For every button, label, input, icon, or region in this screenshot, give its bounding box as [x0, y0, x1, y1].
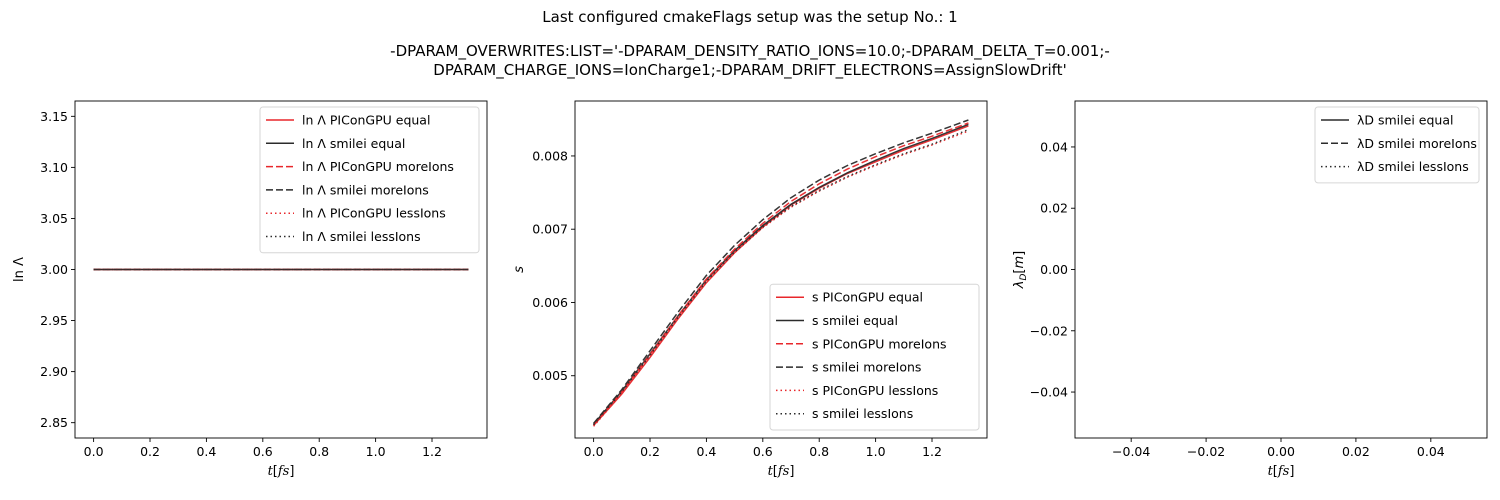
series-line	[593, 123, 969, 425]
x-tick-label: 0.2	[140, 444, 160, 459]
x-tick-label: −0.02	[1187, 444, 1225, 459]
x-axis-label: t[fs]	[1268, 464, 1295, 479]
y-axis-label: s	[512, 266, 527, 273]
legend-entry: λD smilei moreIons	[1357, 136, 1477, 151]
x-tick-label: 1.2	[422, 444, 442, 459]
legend-entry: ln Λ PIConGPU moreIons	[302, 159, 454, 174]
y-tick-label: 3.00	[40, 262, 68, 277]
y-tick-label: 0.006	[532, 295, 568, 310]
x-tick-label: 0.00	[1267, 444, 1295, 459]
series-line	[593, 122, 969, 426]
legend-entry: ln Λ PIConGPU equal	[302, 113, 430, 128]
legend-entry: s PIConGPU equal	[812, 290, 923, 305]
x-tick-label: 0.02	[1342, 444, 1370, 459]
y-tick-label: 0.04	[1040, 139, 1068, 154]
x-tick-label: 1.0	[866, 444, 886, 459]
y-tick-label: 2.85	[40, 415, 68, 430]
figure-subtitle-line-1: -DPARAM_OVERWRITES:LIST='-DPARAM_DENSITY…	[390, 42, 1110, 60]
y-tick-label: 2.95	[40, 313, 68, 328]
chart-s-parameter: 0.0 0.2 0.4 0.6 0.8 1.0 1.2 0.005 0.006 0.007 0.00…	[512, 100, 988, 479]
x-tick-label: 0.4	[196, 444, 216, 459]
legend-entry: λD smilei equal	[1357, 113, 1453, 128]
y-tick-label: −0.04	[1030, 385, 1068, 400]
y-tick-label: 0.02	[1040, 201, 1068, 216]
x-axis-label: t[fs]	[768, 464, 795, 479]
legend: s PIConGPU equal s smilei equal s PIConGPU…	[769, 283, 980, 431]
x-tick-label: 0.6	[753, 444, 773, 459]
figure-subtitle-line-2: DPARAM_CHARGE_IONS=IonCharge1;-DPARAM_DR…	[433, 61, 1067, 79]
legend-entry: s smilei equal	[812, 313, 898, 328]
x-tick-label: 0.8	[309, 444, 329, 459]
legend-frame	[769, 283, 980, 431]
series-line	[593, 125, 969, 427]
x-tick-label: 1.2	[922, 444, 942, 459]
y-tick-label: 3.10	[40, 160, 68, 175]
y-tick-label: 0.007	[532, 222, 568, 237]
legend-frame	[1314, 106, 1480, 184]
legend-entry: ln Λ smilei moreIons	[302, 182, 429, 197]
y-tick-label: 0.005	[532, 368, 568, 383]
axes-frame	[74, 100, 488, 439]
series-line	[593, 119, 969, 424]
legend-entry: ln Λ smilei lessIons	[302, 229, 421, 244]
legend: ln Λ PIConGPU equal ln Λ smilei equal ln Λ…	[259, 106, 480, 254]
x-tick-label: 0.6	[253, 444, 273, 459]
legend-entry: s PIConGPU moreIons	[812, 336, 947, 351]
y-tick-label: 3.05	[40, 211, 68, 226]
x-tick-label: 0.2	[640, 444, 660, 459]
legend-entry: λD smilei lessIons	[1357, 159, 1469, 174]
y-tick-label: 0.008	[532, 148, 568, 163]
legend-entry: ln Λ smilei equal	[302, 136, 405, 151]
x-tick-label: 0.8	[809, 444, 829, 459]
x-tick-label: 0.0	[84, 444, 104, 459]
y-tick-label: 0.00	[1040, 262, 1068, 277]
legend-frame	[259, 106, 480, 254]
axes-frame	[1074, 100, 1488, 439]
legend-entry: s smilei moreIons	[812, 360, 921, 375]
legend-entry: ln Λ PIConGPU lessIons	[302, 206, 446, 221]
series-line	[593, 130, 969, 427]
chart-debye-length: −0.04 −0.02 0.00 0.02 0.04 −0.04 −0.02 0.00 0.02…	[1012, 100, 1488, 479]
x-tick-label: 0.0	[584, 444, 604, 459]
chart-coulomb-log: 0.0 0.2 0.4 0.6 0.8 1.0 1.2 2.85 2.90 2.95 3.00 3.0…	[12, 100, 488, 479]
axes-frame	[574, 100, 988, 439]
legend-entry: s smilei lessIons	[812, 406, 913, 421]
plot-area	[593, 119, 969, 427]
figure-subtitle: -DPARAM_OVERWRITES:LIST='-DPARAM_DENSITY…	[300, 42, 1200, 80]
x-axis-label: t[fs]	[268, 464, 295, 479]
x-tick-label: 0.04	[1417, 444, 1445, 459]
x-tick-label: 0.4	[696, 444, 716, 459]
y-tick-label: −0.02	[1030, 323, 1068, 338]
legend-entry: s PIConGPU lessIons	[812, 383, 938, 398]
y-axis-label: ln Λ	[12, 257, 27, 282]
legend: λD smilei equal λD smilei moreIons λD smil…	[1314, 106, 1480, 184]
y-tick-label: 3.15	[40, 109, 68, 124]
figure-suptitle: Last configured cmakeFlags setup was the…	[542, 8, 958, 26]
y-tick-label: 2.90	[40, 364, 68, 379]
x-tick-label: 1.0	[366, 444, 386, 459]
x-tick-label: −0.04	[1112, 444, 1150, 459]
y-axis-label: λD[m]	[1012, 251, 1029, 289]
